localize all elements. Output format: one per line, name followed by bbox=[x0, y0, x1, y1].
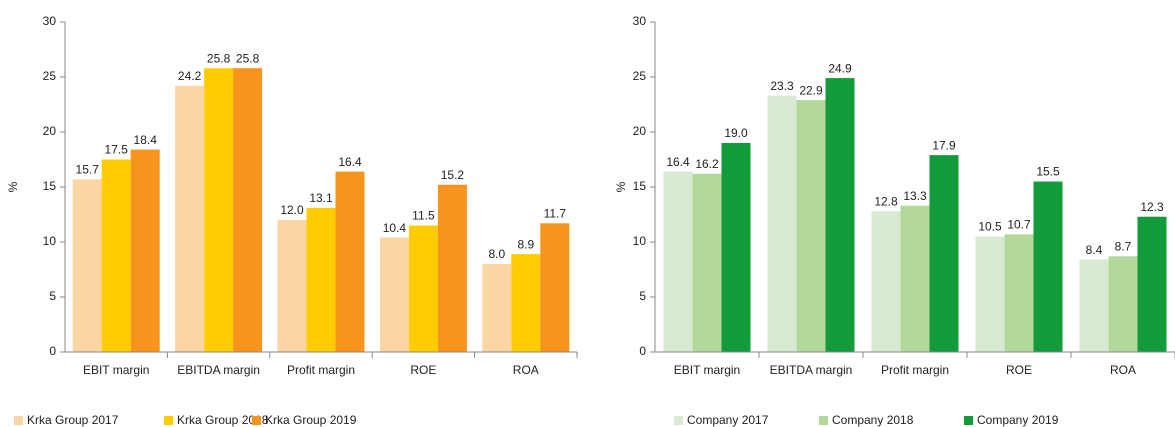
bar bbox=[871, 211, 901, 352]
bar bbox=[130, 149, 160, 352]
y-tick-label: 0 bbox=[49, 344, 56, 358]
bar bbox=[692, 173, 722, 352]
bar bbox=[540, 223, 570, 352]
legend-label: Company 2018 bbox=[832, 413, 914, 427]
value-label: 18.4 bbox=[134, 133, 158, 147]
legend-label: Company 2019 bbox=[977, 413, 1059, 427]
bar bbox=[175, 85, 205, 353]
x-tick-label: ROE bbox=[410, 363, 436, 377]
y-tick-label: 20 bbox=[43, 124, 57, 138]
legend-swatch bbox=[819, 416, 828, 425]
bar bbox=[233, 68, 263, 352]
value-label: 12.8 bbox=[874, 194, 898, 208]
bar bbox=[482, 264, 512, 352]
bar bbox=[306, 207, 336, 352]
y-tick-label: 15 bbox=[633, 179, 647, 193]
value-label: 12.3 bbox=[1140, 200, 1164, 214]
y-tick-label: 30 bbox=[43, 14, 57, 28]
legend-label: Krka Group 2018 bbox=[177, 413, 269, 427]
x-tick-label: Profit margin bbox=[287, 363, 355, 377]
value-label: 13.1 bbox=[309, 191, 333, 205]
value-label: 24.2 bbox=[178, 69, 202, 83]
value-label: 15.2 bbox=[441, 168, 465, 182]
value-label: 12.0 bbox=[280, 203, 304, 217]
value-label: 16.2 bbox=[695, 157, 719, 171]
bar bbox=[721, 143, 751, 352]
legend-label: Krka Group 2019 bbox=[265, 413, 357, 427]
bar bbox=[511, 254, 541, 352]
value-label: 17.5 bbox=[105, 143, 129, 157]
x-tick-label: ROA bbox=[1110, 363, 1136, 377]
bar bbox=[408, 225, 438, 352]
value-label: 10.7 bbox=[1007, 217, 1031, 231]
value-label: 15.5 bbox=[1036, 165, 1060, 179]
bar bbox=[900, 205, 930, 352]
y-axis-label: % bbox=[614, 181, 628, 192]
bar bbox=[975, 236, 1005, 352]
y-tick-label: 10 bbox=[633, 234, 647, 248]
legend-label: Company 2017 bbox=[687, 413, 769, 427]
value-label: 25.8 bbox=[207, 51, 231, 65]
x-tick-label: Profit margin bbox=[881, 363, 949, 377]
value-label: 11.5 bbox=[412, 209, 435, 223]
y-tick-label: 10 bbox=[43, 234, 57, 248]
bar bbox=[1004, 234, 1034, 352]
bar bbox=[277, 220, 307, 352]
x-tick-label: EBIT margin bbox=[83, 363, 149, 377]
bar bbox=[1033, 181, 1063, 352]
x-tick-label: ROA bbox=[513, 363, 539, 377]
bar bbox=[1079, 259, 1109, 352]
value-label: 10.5 bbox=[978, 220, 1002, 234]
bar bbox=[796, 100, 826, 352]
legend-swatch bbox=[252, 416, 261, 425]
value-label: 23.3 bbox=[770, 79, 794, 93]
y-tick-label: 0 bbox=[639, 344, 646, 358]
value-label: 17.9 bbox=[932, 138, 956, 152]
y-tick-label: 5 bbox=[639, 289, 646, 303]
value-label: 22.9 bbox=[799, 83, 823, 97]
value-label: 13.3 bbox=[903, 189, 927, 203]
x-tick-label: EBITDA margin bbox=[177, 363, 260, 377]
y-tick-label: 30 bbox=[633, 14, 647, 28]
x-tick-label: EBITDA margin bbox=[770, 363, 853, 377]
bar bbox=[929, 155, 959, 352]
bar bbox=[1137, 216, 1167, 352]
value-label: 25.8 bbox=[236, 51, 260, 65]
value-label: 8.7 bbox=[1115, 239, 1132, 253]
y-tick-label: 5 bbox=[49, 289, 56, 303]
value-label: 19.0 bbox=[724, 126, 748, 140]
legend-swatch bbox=[674, 416, 683, 425]
bar bbox=[101, 159, 131, 352]
bar bbox=[379, 237, 409, 352]
legend-label: Krka Group 2017 bbox=[27, 413, 119, 427]
bar bbox=[767, 95, 797, 352]
y-tick-label: 20 bbox=[633, 124, 647, 138]
value-label: 15.7 bbox=[76, 162, 100, 176]
value-label: 10.4 bbox=[383, 221, 407, 235]
bar bbox=[825, 78, 855, 352]
x-tick-label: EBIT margin bbox=[674, 363, 740, 377]
legend-swatch bbox=[164, 416, 173, 425]
value-label: 8.4 bbox=[1086, 243, 1103, 257]
bar bbox=[204, 68, 234, 352]
value-label: 16.4 bbox=[338, 155, 362, 169]
value-label: 16.4 bbox=[666, 155, 690, 169]
value-label: 8.9 bbox=[517, 237, 534, 251]
value-label: 11.7 bbox=[544, 206, 567, 220]
value-label: 8.0 bbox=[488, 247, 505, 261]
y-tick-label: 25 bbox=[43, 69, 57, 83]
value-label: 24.9 bbox=[828, 61, 852, 75]
y-axis-label: % bbox=[6, 181, 20, 192]
legend-swatch bbox=[14, 416, 23, 425]
y-tick-label: 15 bbox=[43, 179, 57, 193]
bar bbox=[437, 184, 467, 352]
bar bbox=[72, 179, 102, 352]
bar bbox=[1108, 256, 1138, 352]
bar bbox=[335, 171, 365, 352]
bar bbox=[663, 171, 693, 352]
x-tick-label: ROE bbox=[1006, 363, 1032, 377]
y-tick-label: 25 bbox=[633, 69, 647, 83]
legend-swatch bbox=[964, 416, 973, 425]
